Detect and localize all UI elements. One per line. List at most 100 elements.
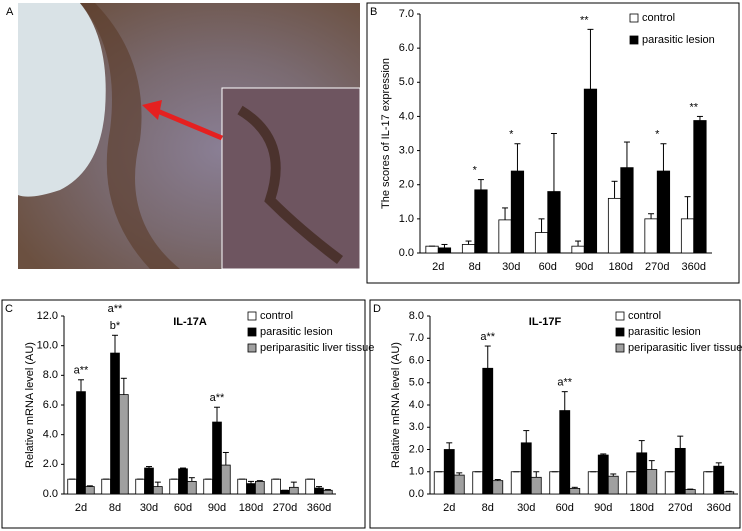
y-tick-label: 1.0: [409, 466, 424, 478]
bar: [221, 464, 231, 495]
bar: [425, 245, 439, 254]
bar: [67, 478, 77, 495]
bar: [255, 480, 265, 495]
legend-label: control: [642, 12, 675, 24]
x-tick-label: 60d: [539, 261, 557, 273]
bar: [569, 488, 581, 495]
bar: [482, 367, 494, 495]
y-tick-label: 10.0: [37, 340, 58, 352]
x-tick-label: 2d: [432, 261, 444, 273]
bar: [644, 218, 658, 254]
annotation: a**: [557, 377, 572, 389]
bar: [472, 471, 484, 495]
panel-label: A: [6, 6, 14, 18]
panel-frame: [366, 2, 740, 284]
bar: [169, 478, 179, 495]
bar: [571, 245, 585, 254]
panel-frame: [369, 299, 741, 529]
y-axis-label: Relative mRNA level (AU): [390, 342, 402, 468]
bar: [178, 468, 188, 495]
bar: [723, 491, 735, 495]
bar: [461, 244, 476, 254]
bar: [520, 442, 532, 495]
bar: [246, 483, 256, 495]
micrograph: [18, 3, 361, 270]
annotation: *: [473, 164, 478, 176]
bar: [713, 465, 725, 495]
y-tick-label: 4.0: [399, 110, 414, 122]
bar: [607, 197, 622, 254]
bar: [271, 478, 281, 495]
annotation: *: [509, 129, 514, 141]
y-axis-label: Relative mRNA level (AU): [24, 342, 36, 468]
legend-swatch: [247, 311, 257, 321]
bar: [547, 191, 561, 254]
bar: [664, 471, 676, 495]
bar: [237, 478, 247, 495]
y-tick-label: 7.0: [399, 8, 414, 20]
bar: [323, 489, 333, 495]
x-tick-label: 2d: [443, 502, 455, 514]
bar: [534, 232, 549, 254]
annotation: **: [580, 14, 589, 26]
y-tick-label: 6.0: [399, 42, 414, 54]
bar: [76, 391, 86, 495]
y-tick-label: 4.0: [409, 399, 424, 411]
chart-title: IL-17F: [529, 316, 562, 328]
bar: [498, 219, 512, 254]
y-tick-label: 3.0: [409, 421, 424, 433]
x-tick-label: 90d: [575, 261, 593, 273]
y-tick-label: 2.0: [409, 443, 424, 455]
x-tick-label: 8d: [109, 502, 121, 514]
y-tick-label: 5.0: [409, 377, 424, 389]
x-tick-label: 90d: [208, 502, 226, 514]
x-tick-label: 60d: [174, 502, 192, 514]
legend-swatch: [615, 311, 625, 321]
bar: [587, 471, 599, 495]
y-tick-label: 0.0: [399, 247, 414, 259]
panel-label: C: [5, 303, 13, 315]
bar: [453, 474, 465, 495]
annotation: a**: [74, 365, 89, 377]
y-tick-label: 8.0: [43, 369, 58, 381]
y-tick-label: 0.0: [409, 488, 424, 500]
x-tick-label: 30d: [502, 261, 520, 273]
x-tick-label: 30d: [517, 502, 535, 514]
y-tick-label: 1.0: [399, 213, 414, 225]
x-tick-label: 8d: [469, 261, 481, 273]
legend-label: control: [628, 310, 661, 322]
bar: [135, 478, 145, 495]
bar: [119, 394, 129, 495]
annotation: a**: [480, 331, 495, 343]
bar: [203, 478, 213, 495]
bar: [280, 489, 290, 495]
y-tick-label: 2.0: [43, 458, 58, 470]
y-tick-label: 3.0: [399, 144, 414, 156]
bar: [305, 478, 315, 495]
y-tick-label: 4.0: [43, 429, 58, 441]
bar: [433, 471, 445, 495]
bar: [549, 471, 561, 495]
x-tick-label: 270d: [645, 261, 669, 273]
bar: [656, 170, 671, 254]
bar: [583, 88, 598, 254]
bar: [101, 478, 111, 495]
y-tick-label: 8.0: [409, 310, 424, 322]
bar: [636, 452, 648, 495]
legend-swatch: [615, 343, 625, 353]
y-tick-label: 2.0: [399, 179, 414, 191]
x-tick-label: 30d: [140, 502, 158, 514]
x-tick-label: 360d: [307, 502, 331, 514]
x-tick-label: 2d: [75, 502, 87, 514]
bar: [443, 449, 455, 495]
y-tick-label: 0.0: [43, 488, 58, 500]
bar: [703, 471, 715, 495]
bar: [437, 247, 452, 254]
legend-label: control: [260, 310, 293, 322]
panel-label: B: [370, 6, 377, 18]
legend-swatch: [615, 327, 625, 337]
y-tick-label: 6.0: [409, 354, 424, 366]
bar: [474, 189, 488, 254]
bar: [559, 410, 571, 495]
